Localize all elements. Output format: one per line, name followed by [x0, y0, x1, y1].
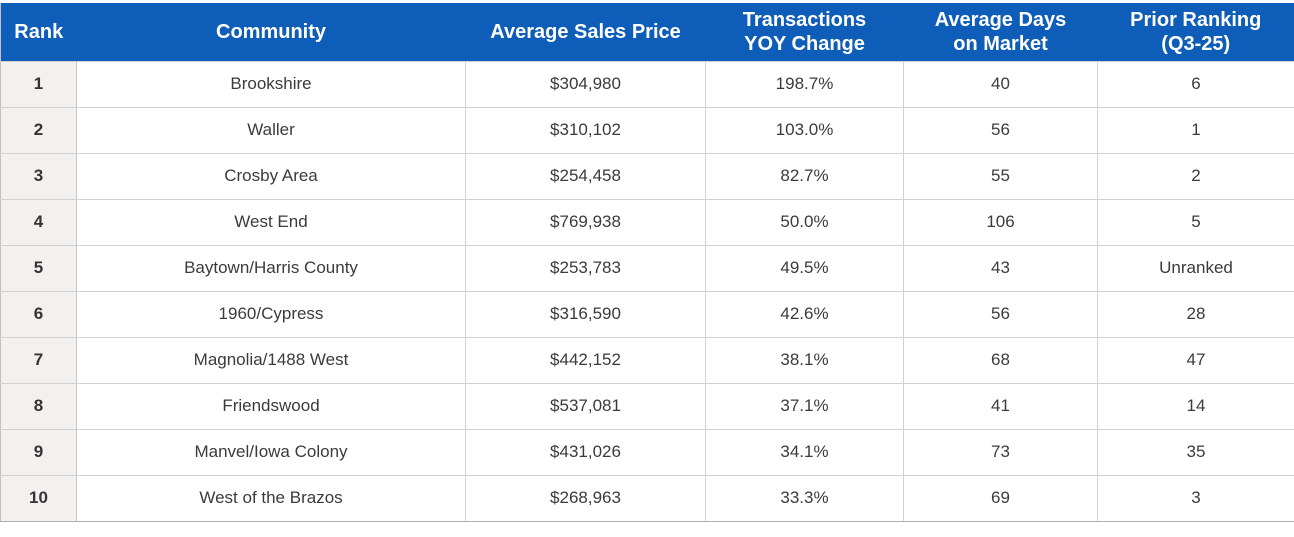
prior-ranking-cell: 5 [1097, 198, 1294, 245]
yoy-change-cell: 49.5% [705, 244, 904, 291]
column-header-yoy-change: Transactions YOY Change [705, 3, 904, 61]
rank-cell: 3 [0, 152, 77, 199]
table-row: 7 Magnolia/1488 West $442,152 38.1% 68 47 [0, 336, 1294, 383]
table-row: 10 West of the Brazos $268,963 33.3% 69 3 [0, 474, 1294, 522]
prior-ranking-cell: 47 [1097, 336, 1294, 383]
column-header-community: Community [76, 3, 466, 61]
avg-sales-price-cell: $268,963 [465, 474, 706, 522]
rank-cell: 6 [0, 290, 77, 337]
community-cell: West End [76, 198, 466, 245]
table-body: 1 Brookshire $304,980 198.7% 40 6 2 Waller $310,… [0, 60, 1294, 522]
community-cell: West of the Brazos [76, 474, 466, 522]
column-header-rank: Rank [0, 3, 77, 61]
yoy-change-cell: 50.0% [705, 198, 904, 245]
prior-ranking-cell: 14 [1097, 382, 1294, 429]
avg-days-on-market-cell: 55 [903, 152, 1098, 199]
avg-sales-price-cell: $442,152 [465, 336, 706, 383]
community-cell: Magnolia/1488 West [76, 336, 466, 383]
community-cell: Brookshire [76, 60, 466, 107]
avg-days-on-market-cell: 56 [903, 290, 1098, 337]
yoy-change-cell: 34.1% [705, 428, 904, 475]
prior-ranking-cell: 3 [1097, 474, 1294, 522]
table-row: 3 Crosby Area $254,458 82.7% 55 2 [0, 152, 1294, 199]
table-row: 4 West End $769,938 50.0% 106 5 [0, 198, 1294, 245]
table-row: 9 Manvel/Iowa Colony $431,026 34.1% 73 35 [0, 428, 1294, 475]
yoy-change-cell: 42.6% [705, 290, 904, 337]
rank-cell: 5 [0, 244, 77, 291]
prior-ranking-cell: 28 [1097, 290, 1294, 337]
avg-sales-price-cell: $253,783 [465, 244, 706, 291]
avg-sales-price-cell: $310,102 [465, 106, 706, 153]
table-row: 1 Brookshire $304,980 198.7% 40 6 [0, 60, 1294, 107]
avg-sales-price-cell: $304,980 [465, 60, 706, 107]
yoy-change-cell: 198.7% [705, 60, 904, 107]
avg-days-on-market-cell: 73 [903, 428, 1098, 475]
table-row: 2 Waller $310,102 103.0% 56 1 [0, 106, 1294, 153]
avg-days-on-market-cell: 56 [903, 106, 1098, 153]
table-row: 8 Friendswood $537,081 37.1% 41 14 [0, 382, 1294, 429]
yoy-change-cell: 38.1% [705, 336, 904, 383]
rank-cell: 9 [0, 428, 77, 475]
rank-cell: 8 [0, 382, 77, 429]
community-ranking-table: Rank Community Average Sales Price Transact… [0, 3, 1294, 522]
rank-cell: 2 [0, 106, 77, 153]
avg-sales-price-cell: $431,026 [465, 428, 706, 475]
rank-cell: 10 [0, 474, 77, 522]
table-row: 5 Baytown/Harris County $253,783 49.5% 43 Unr… [0, 244, 1294, 291]
yoy-change-cell: 37.1% [705, 382, 904, 429]
avg-sales-price-cell: $254,458 [465, 152, 706, 199]
prior-ranking-cell: 35 [1097, 428, 1294, 475]
rank-cell: 7 [0, 336, 77, 383]
column-header-prior-ranking: Prior Ranking (Q3-25) [1097, 3, 1294, 61]
avg-sales-price-cell: $316,590 [465, 290, 706, 337]
community-cell: Waller [76, 106, 466, 153]
rank-cell: 1 [0, 60, 77, 107]
avg-sales-price-cell: $769,938 [465, 198, 706, 245]
rank-cell: 4 [0, 198, 77, 245]
avg-days-on-market-cell: 68 [903, 336, 1098, 383]
column-header-avg-sales-price: Average Sales Price [465, 3, 706, 61]
yoy-change-cell: 33.3% [705, 474, 904, 522]
avg-days-on-market-cell: 41 [903, 382, 1098, 429]
prior-ranking-cell: 6 [1097, 60, 1294, 107]
avg-days-on-market-cell: 40 [903, 60, 1098, 107]
prior-ranking-cell: 2 [1097, 152, 1294, 199]
column-header-avg-days-on-market: Average Days on Market [903, 3, 1098, 61]
avg-days-on-market-cell: 43 [903, 244, 1098, 291]
community-cell: Crosby Area [76, 152, 466, 199]
table-row: 6 1960/Cypress $316,590 42.6% 56 28 [0, 290, 1294, 337]
community-cell: 1960/Cypress [76, 290, 466, 337]
yoy-change-cell: 82.7% [705, 152, 904, 199]
community-cell: Manvel/Iowa Colony [76, 428, 466, 475]
prior-ranking-cell: 1 [1097, 106, 1294, 153]
community-cell: Baytown/Harris County [76, 244, 466, 291]
avg-days-on-market-cell: 69 [903, 474, 1098, 522]
avg-days-on-market-cell: 106 [903, 198, 1098, 245]
community-cell: Friendswood [76, 382, 466, 429]
prior-ranking-cell: Unranked [1097, 244, 1294, 291]
avg-sales-price-cell: $537,081 [465, 382, 706, 429]
table-header: Rank Community Average Sales Price Transact… [0, 3, 1294, 61]
table-header-row: Rank Community Average Sales Price Transact… [0, 3, 1294, 61]
yoy-change-cell: 103.0% [705, 106, 904, 153]
